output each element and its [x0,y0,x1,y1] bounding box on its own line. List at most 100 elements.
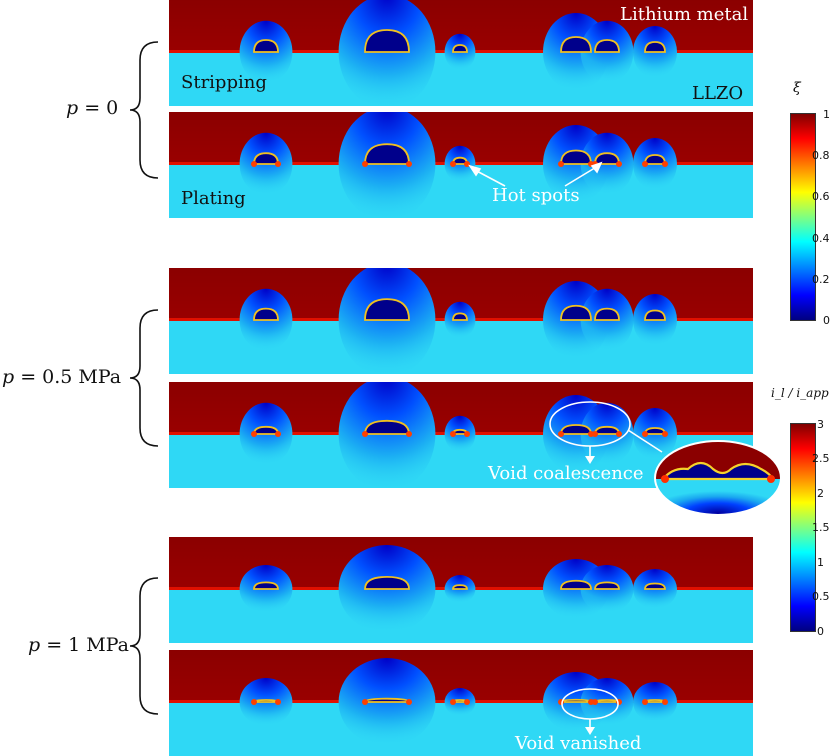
void [560,698,592,703]
void [594,307,620,321]
colorbar-current-title: i_l / i_app [771,386,829,400]
colorbar-xi-tick: 0 [823,314,830,327]
void-vanished-label: Void vanished [515,733,642,754]
phase-field-panel-p1-stripping [169,537,753,643]
void [253,425,279,435]
hot-spot [642,699,648,705]
hot-spot [558,699,564,705]
pressure-label-p05: p = 0.5 MPa [2,366,122,388]
colorbar-current-tick: 0.5 [812,590,830,603]
void [253,307,279,321]
void [560,579,592,590]
void [644,699,666,703]
hot-spot [450,431,456,437]
current-field-spot [338,382,436,488]
hot-spot [642,161,648,167]
void [644,309,666,321]
void [364,697,410,703]
hot-spot [464,431,470,437]
void [594,581,620,590]
void [560,149,592,165]
brace-p0 [129,41,159,179]
colorbar-xi-tick: 0.8 [812,149,830,162]
void [364,575,410,590]
hot-spot [642,431,648,437]
hot-spot [592,699,598,705]
hot-spot [616,431,622,437]
void [364,143,410,165]
colorbar-current [790,423,816,632]
void [364,298,410,321]
hot-spot [450,161,456,167]
colorbar-xi [790,113,816,321]
void [560,424,592,435]
hot-spot [251,431,257,437]
hot-spot [616,699,622,705]
pressure-label-p0: p = 0 [66,97,119,119]
void [594,152,620,165]
hot-spot [464,699,470,705]
hot-spots-label: Hot spots [492,185,580,206]
void [644,582,666,590]
colorbar-xi-tick: 1 [823,108,830,121]
plating-label: Plating [181,188,246,209]
colorbar-current-tick: 0 [817,625,824,638]
void [560,304,592,321]
current-field-spot [338,268,436,374]
colorbar-xi-tick: 0.6 [812,190,830,203]
hot-spot [558,431,564,437]
colorbar-current-tick: 2 [817,487,824,500]
brace-p1 [129,577,159,715]
hot-spot [275,699,281,705]
colorbar-current-tick: 3 [817,418,824,431]
hot-spot [662,431,668,437]
void [560,36,592,53]
hot-spot [362,699,368,705]
hot-spot [362,161,368,167]
void [452,44,468,53]
void [452,584,468,590]
void [253,581,279,590]
phase-field-panel-p0-stripping [169,0,753,106]
hot-spot [464,161,470,167]
hot-spot [275,431,281,437]
colorbar-current-tick: 2.5 [812,452,830,465]
current-field-spot [338,0,436,106]
phase-field-panel-p05-stripping [169,268,753,374]
hot-spot [592,161,598,167]
current-field-spot [338,112,436,218]
lithium-metal-label: Lithium metal [620,4,749,25]
void [594,699,620,703]
void [364,29,410,53]
hot-spot [406,431,412,437]
colorbar-xi-title: ξ [793,80,801,96]
void-coalescence-label: Void coalescence [488,463,644,484]
void [644,41,666,53]
void [644,154,666,165]
void [594,425,620,435]
colorbar-xi-tick: 0.2 [812,273,830,286]
hot-spot [558,161,564,167]
hot-spot [406,161,412,167]
colorbar-current-tick: 1 [817,556,824,569]
hot-spot [662,699,668,705]
phase-field-panel-p1-plating [169,650,753,756]
hot-spot [662,161,668,167]
void [253,699,279,703]
hot-spot [251,161,257,167]
stripping-label: Stripping [181,72,267,93]
void [452,312,468,321]
hot-spot [592,431,598,437]
void [644,427,666,435]
hot-spot [406,699,412,705]
hot-spot [362,431,368,437]
void [253,39,279,53]
pressure-label-p1: p = 1 MPa [28,634,130,656]
colorbar-xi-tick: 0.4 [812,232,830,245]
void [253,152,279,165]
llzo-label: LLZO [692,83,744,104]
phase-field-panel-p0-plating [169,112,753,218]
brace-p05 [129,309,159,447]
hot-spot [616,161,622,167]
void [364,419,410,435]
